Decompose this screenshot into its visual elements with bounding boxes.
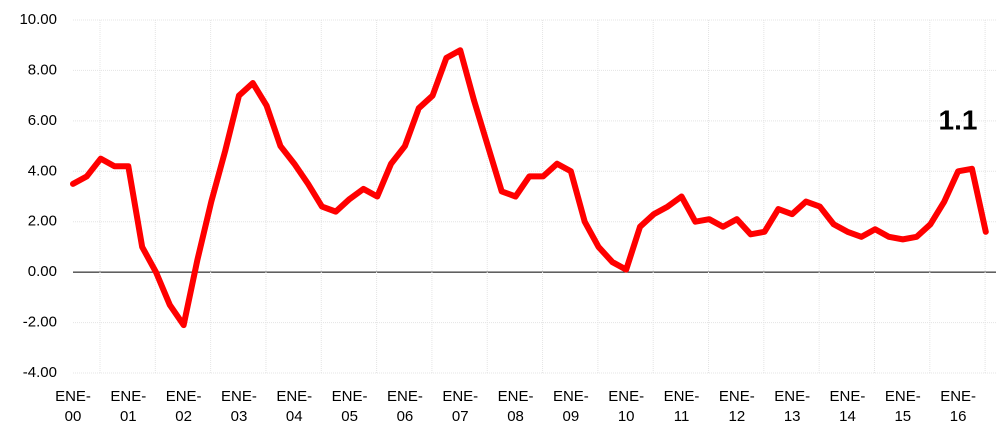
y-tick-label: 4.00	[28, 162, 57, 179]
x-tick-line: ENE-	[110, 388, 146, 405]
x-tick-label: ENE- 08	[498, 388, 534, 425]
x-tick-label: ENE- 07	[442, 388, 478, 425]
x-tick-label: ENE- 09	[553, 388, 589, 425]
line	[70, 47, 989, 329]
y-tick-label: 10.00	[19, 11, 57, 28]
x-tick-line: ENE-	[553, 388, 589, 405]
plot: -4.00 -2.00 0.00 2.00 4.00 6.00 8.00 10.00 ENE- 0…	[19, 11, 996, 425]
x-tick-line: ENE-	[166, 388, 202, 405]
x-tick-line: 16	[950, 408, 967, 425]
x-tick-line: ENE-	[332, 388, 368, 405]
x-tick-line: 08	[507, 408, 524, 425]
x-tick-line: ENE-	[276, 388, 312, 405]
y-tick-label: 8.00	[28, 61, 57, 78]
x-tick-line: 15	[894, 408, 911, 425]
x-tick-label: ENE- 06	[387, 388, 423, 425]
x-tick-line: ENE-	[221, 388, 257, 405]
y-tick-label: 2.00	[28, 213, 57, 230]
x-tick-label: ENE- 16	[940, 388, 976, 425]
x-tick-line: 05	[341, 408, 358, 425]
x-tick-label: ENE- 03	[221, 388, 257, 425]
x-tick-line: ENE-	[608, 388, 644, 405]
x-tick-label: ENE- 02	[166, 388, 202, 425]
x-tick-line: ENE-	[940, 388, 976, 405]
x-tick-label: ENE- 01	[110, 388, 146, 425]
x-tick-label: ENE- 05	[332, 388, 368, 425]
x-tick-line: 13	[784, 408, 801, 425]
y-tick-label: 0.00	[28, 263, 57, 280]
x-tick-line: ENE-	[885, 388, 921, 405]
x-tick-line: 06	[397, 408, 414, 425]
x-tick-label: ENE- 04	[276, 388, 312, 425]
x-tick-line: ENE-	[55, 388, 91, 405]
x-tick-line: ENE-	[387, 388, 423, 405]
x-tick-line: ENE-	[498, 388, 534, 405]
x-tick-line: ENE-	[664, 388, 700, 405]
x-tick-label: ENE- 10	[608, 388, 644, 425]
y-tick-label: 6.00	[28, 112, 57, 129]
x-tick-line: 12	[728, 408, 745, 425]
x-tick-line: 02	[175, 408, 192, 425]
x-tick-line: 11	[674, 408, 690, 425]
x-tick-line: 01	[120, 408, 137, 425]
x-tick-line: 04	[286, 408, 303, 425]
x-tick-line: 00	[65, 408, 82, 425]
x-tick-line: 09	[563, 408, 580, 425]
x-tick-line: ENE-	[442, 388, 478, 405]
x-tick-line: ENE-	[830, 388, 866, 405]
x-tick-line: 07	[452, 408, 469, 425]
x-tick-line: ENE-	[774, 388, 810, 405]
x-tick-label: ENE- 12	[719, 388, 755, 425]
x-tick-label: ENE- 14	[830, 388, 866, 425]
x-tick-label: ENE- 11	[664, 388, 700, 425]
x-tick-label: ENE- 00	[55, 388, 91, 425]
x-tick-line: 03	[231, 408, 248, 425]
x-tick-line: 14	[839, 408, 856, 425]
x-tick-label: ENE- 15	[885, 388, 921, 425]
y-tick-label: -2.00	[23, 314, 57, 331]
x-tick-line: 10	[618, 408, 635, 425]
x-tick-line: ENE-	[719, 388, 755, 405]
y-tick-label: -4.00	[23, 364, 57, 381]
annotation: 1.1	[939, 104, 978, 135]
x-tick-label: ENE- 13	[774, 388, 810, 425]
